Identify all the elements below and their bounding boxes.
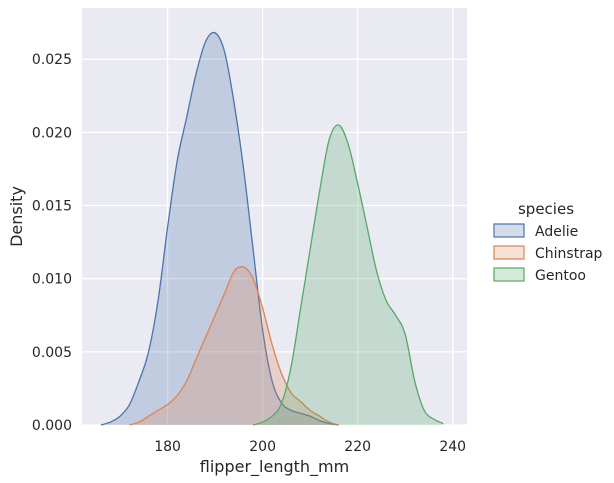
x-tick-label: 180 — [154, 439, 181, 455]
line-chinstrap — [129, 265, 339, 426]
y-tick-label: 0.000 — [32, 418, 72, 434]
legend-swatch-adelie — [493, 223, 525, 238]
grid-lines — [82, 8, 467, 426]
series-areas — [100, 31, 444, 426]
legend-label-chinstrap: Chinstrap — [535, 246, 603, 262]
y-axis-label: Density — [7, 186, 26, 247]
y-tick-labels: 0.000 0.005 0.010 0.015 0.020 0.025 — [32, 52, 72, 434]
x-tick-label: 220 — [344, 439, 371, 455]
x-axis-label: flipper_length_mm — [200, 457, 349, 477]
legend-label-adelie: Adelie — [535, 224, 578, 240]
x-tick-labels: 180 200 220 240 — [154, 439, 466, 455]
x-tick-label: 240 — [439, 439, 466, 455]
y-tick-label: 0.005 — [32, 345, 72, 361]
y-tick-label: 0.020 — [32, 125, 72, 141]
legend-swatch-chinstrap — [493, 245, 525, 260]
legend-swatch-gentoo — [493, 267, 525, 282]
y-tick-label: 0.025 — [32, 52, 72, 68]
legend-label-gentoo: Gentoo — [535, 268, 586, 284]
line-gentoo — [252, 124, 444, 426]
legend: species Adelie Chinstrap Gentoo — [493, 200, 603, 284]
x-tick-label: 200 — [249, 439, 276, 455]
plot-background — [82, 8, 467, 425]
y-tick-label: 0.015 — [32, 199, 72, 215]
area-adelie — [101, 32, 339, 426]
legend-title: species — [518, 200, 574, 218]
area-gentoo — [253, 124, 444, 426]
y-tick-label: 0.010 — [32, 272, 72, 288]
line-adelie — [100, 31, 339, 426]
